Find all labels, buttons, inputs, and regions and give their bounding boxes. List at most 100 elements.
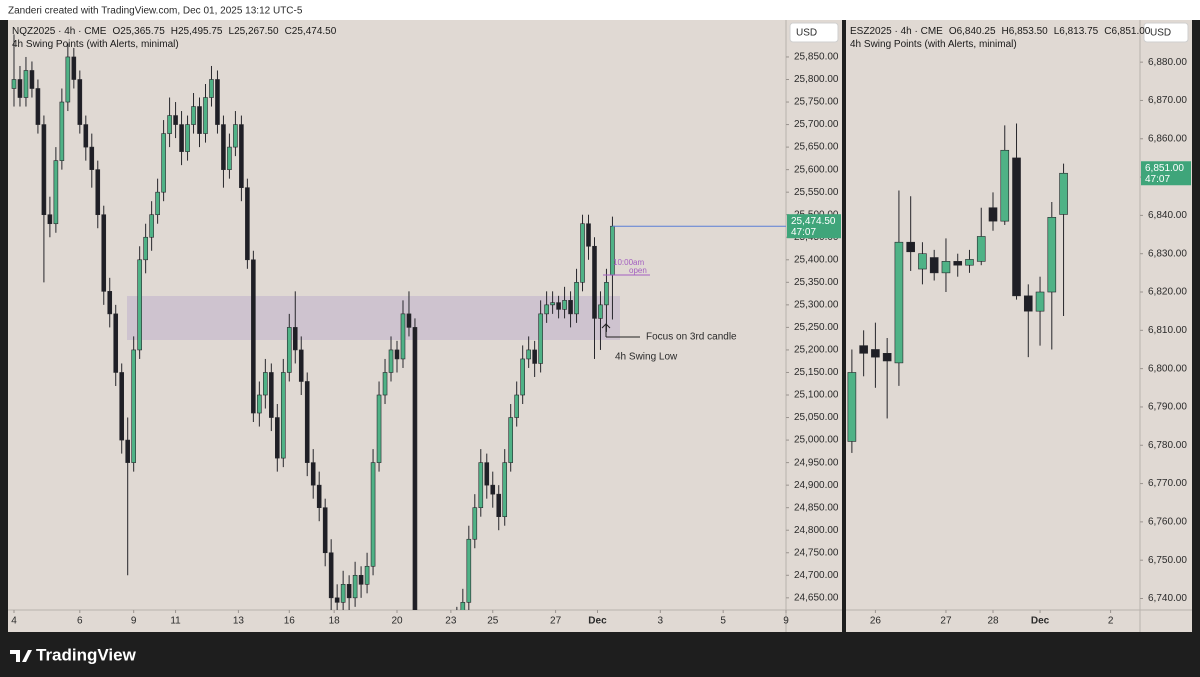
candle-body	[209, 79, 214, 98]
ohlc-value: 6,813.75	[1059, 26, 1099, 37]
y-tick-label: 25,100.00	[794, 390, 839, 401]
candle-body	[526, 349, 531, 360]
candle-body	[310, 462, 316, 486]
y-tick-label: 24,850.00	[794, 502, 839, 513]
candle-body	[894, 241, 904, 364]
candle-body	[419, 643, 423, 666]
candle-body	[328, 552, 334, 599]
candle-body	[17, 79, 23, 98]
y-tick-label: 24,650.00	[794, 592, 839, 603]
candle-body	[574, 282, 579, 315]
candle-body	[125, 439, 130, 463]
candle-body	[155, 191, 160, 216]
x-tick-label: 18	[329, 616, 341, 627]
candle-body	[906, 241, 915, 253]
x-tick-label: Dec	[1031, 616, 1050, 627]
annotation: 10:00am	[613, 258, 644, 267]
y-tick-label: 6,750.00	[1148, 555, 1187, 566]
candle-body	[364, 565, 370, 585]
ohlc-key: L	[228, 26, 235, 37]
symbol: ESZ2025 · 4h · CME	[850, 26, 943, 37]
y-tick-label: 25,600.00	[794, 164, 839, 175]
candle-body	[382, 372, 388, 396]
candle-body	[11, 79, 17, 89]
candle-body	[592, 245, 597, 319]
y-tick-label: 25,250.00	[794, 322, 839, 333]
currency-button[interactable]	[789, 22, 839, 43]
candle-body	[340, 584, 346, 603]
price-tag	[787, 214, 841, 239]
candle-body	[443, 656, 447, 665]
candle-body	[400, 313, 406, 360]
candle-body	[502, 462, 508, 517]
y-tick-label: 25,650.00	[794, 142, 839, 153]
candle-body	[460, 602, 466, 610]
candle-body	[484, 462, 490, 486]
y-tick-label: 6,820.00	[1148, 287, 1187, 298]
y-tick-label: 6,810.00	[1148, 325, 1187, 336]
ohlc-key: C	[1104, 26, 1112, 37]
candle-body	[514, 394, 519, 418]
candle-body	[1047, 217, 1057, 293]
candle-body	[59, 101, 65, 161]
candle-body	[203, 97, 208, 134]
price-tag-label: 6,851.00	[1145, 163, 1184, 174]
x-tick-label: 25	[487, 616, 499, 627]
candle-body	[119, 372, 125, 441]
candle-body	[95, 169, 101, 216]
y-tick-label: 6,780.00	[1148, 440, 1187, 451]
y-tick-label: 24,950.00	[794, 457, 839, 468]
candle-body	[610, 225, 615, 276]
price-tag	[1141, 161, 1191, 186]
y-tick-label: 25,200.00	[794, 345, 839, 356]
candle-body	[89, 146, 95, 170]
arrow	[601, 323, 640, 338]
candle-body	[334, 597, 340, 603]
currency: USD	[1150, 28, 1171, 39]
x-tick-label: 5	[720, 616, 726, 627]
candle-body	[352, 574, 358, 599]
candle-body	[370, 462, 376, 567]
y-tick-label: 6,860.00	[1148, 133, 1187, 144]
candle-body	[562, 300, 567, 310]
candle-body	[388, 349, 394, 373]
candle-body	[322, 507, 328, 554]
price-tag-label: 25,474.50	[791, 216, 836, 227]
candle-body	[544, 304, 549, 315]
candle-body	[1059, 172, 1068, 215]
x-tick-label: 9	[783, 616, 789, 627]
credit-text: Zanderi created with TradingView.com, De…	[8, 6, 303, 17]
y-tick-label: 6,870.00	[1148, 95, 1187, 106]
annotation: open	[629, 266, 647, 275]
candle-body	[263, 372, 268, 396]
header-line: NQZ2025 · 4h · CME O25,365.75 H25,495.75 L2…	[12, 25, 336, 38]
currency-button[interactable]	[1143, 22, 1189, 43]
x-tick-label: 3	[658, 616, 664, 627]
candle-body	[304, 381, 310, 463]
candle-body	[918, 253, 927, 270]
x-tick-label: 26	[870, 616, 882, 627]
candle-body	[179, 124, 184, 152]
y-tick-label: 25,000.00	[794, 435, 839, 446]
candle-body	[131, 349, 136, 463]
candle-body	[508, 417, 514, 463]
x-tick-label: 23	[445, 616, 457, 627]
candle-body	[598, 304, 603, 319]
candle-body	[466, 538, 472, 603]
candle-body	[47, 214, 53, 225]
candle-body	[988, 207, 998, 222]
candle-body	[161, 133, 166, 193]
candle-body	[965, 259, 974, 266]
candle-body	[478, 462, 484, 508]
brand[interactable]: TradingView	[36, 645, 137, 664]
candle-body	[286, 327, 292, 373]
ohlc-value: 6,853.50	[1008, 26, 1048, 37]
ohlc-key: L	[1053, 26, 1060, 37]
candle-body	[412, 327, 418, 610]
candle-body	[1023, 295, 1033, 312]
candle-body	[406, 313, 412, 328]
x-tick-label: 6	[77, 616, 83, 627]
candle-body	[173, 115, 178, 125]
candle-body	[929, 257, 939, 274]
candle-body	[233, 124, 238, 148]
